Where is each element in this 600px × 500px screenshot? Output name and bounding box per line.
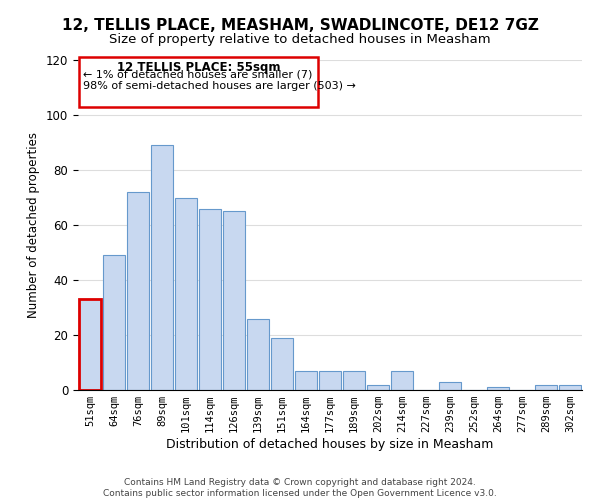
FancyBboxPatch shape — [79, 57, 318, 107]
Bar — [271, 338, 293, 390]
Bar — [199, 208, 221, 390]
Text: Size of property relative to detached houses in Measham: Size of property relative to detached ho… — [109, 32, 491, 46]
X-axis label: Distribution of detached houses by size in Measham: Distribution of detached houses by size … — [166, 438, 494, 451]
Text: ← 1% of detached houses are smaller (7): ← 1% of detached houses are smaller (7) — [83, 70, 312, 80]
Bar — [391, 371, 413, 390]
Bar — [223, 211, 245, 390]
Text: 98% of semi-detached houses are larger (503) →: 98% of semi-detached houses are larger (… — [83, 80, 356, 90]
Y-axis label: Number of detached properties: Number of detached properties — [28, 132, 40, 318]
Bar — [367, 384, 389, 390]
Bar — [559, 384, 581, 390]
Bar — [151, 145, 173, 390]
Bar — [103, 255, 125, 390]
Bar — [247, 318, 269, 390]
Text: Contains HM Land Registry data © Crown copyright and database right 2024.
Contai: Contains HM Land Registry data © Crown c… — [103, 478, 497, 498]
Bar — [439, 382, 461, 390]
Bar — [295, 371, 317, 390]
Text: 12 TELLIS PLACE: 55sqm: 12 TELLIS PLACE: 55sqm — [117, 62, 280, 74]
Bar — [319, 371, 341, 390]
Bar — [535, 384, 557, 390]
Bar — [175, 198, 197, 390]
Text: 12, TELLIS PLACE, MEASHAM, SWADLINCOTE, DE12 7GZ: 12, TELLIS PLACE, MEASHAM, SWADLINCOTE, … — [62, 18, 538, 32]
Bar — [343, 371, 365, 390]
Bar — [127, 192, 149, 390]
Bar — [79, 299, 101, 390]
Bar — [487, 387, 509, 390]
